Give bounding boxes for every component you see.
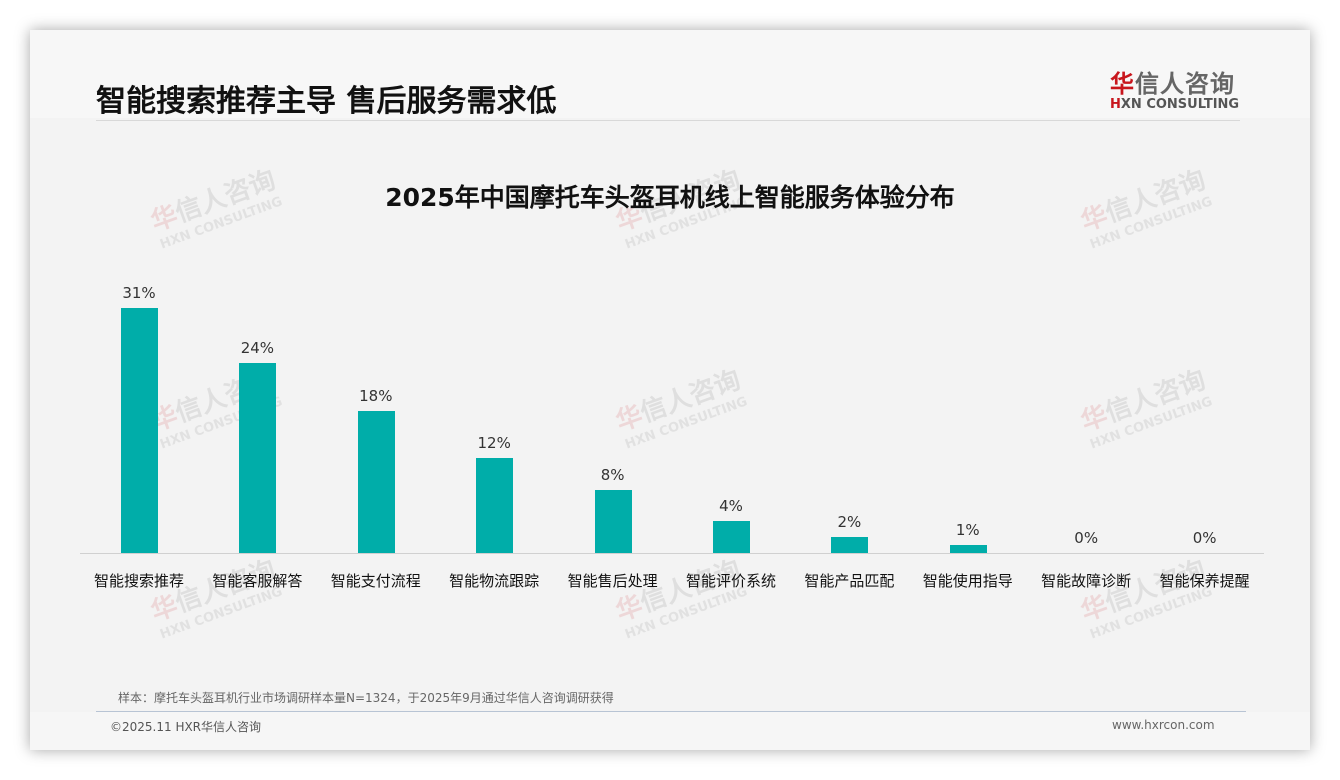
bar xyxy=(594,489,632,553)
bar-group: 12% 智能物流跟踪 xyxy=(435,270,553,600)
category-label: 智能物流跟踪 xyxy=(449,572,540,590)
bar xyxy=(357,410,395,553)
bar-group: 24% 智能客服解答 xyxy=(198,270,316,600)
bar-group: 1% 智能使用指导 xyxy=(909,270,1027,600)
bar-group: 31% 智能搜索推荐 xyxy=(80,270,198,600)
bar-value-label: 18% xyxy=(359,386,393,405)
bar-value-label: 4% xyxy=(719,497,743,516)
bar-value-label: 12% xyxy=(477,434,511,453)
bar-group: 2% 智能产品匹配 xyxy=(790,270,908,600)
bar-group: 0% 智能故障诊断 xyxy=(1027,270,1145,600)
slide: 智能搜索推荐主导 售后服务需求低 华信人咨询 HXN CONSULTING 华信… xyxy=(30,30,1310,750)
bar-value-label: 24% xyxy=(240,339,275,358)
category-label: 智能搜索推荐 xyxy=(93,572,184,590)
bar xyxy=(239,363,277,553)
category-label: 智能保养提醒 xyxy=(1159,572,1250,590)
website-link[interactable]: www.hxrcon.com xyxy=(1112,718,1215,732)
bar-value-label: 2% xyxy=(837,513,862,532)
bar-value-label: 0% xyxy=(1192,529,1217,547)
category-label: 智能使用指导 xyxy=(922,572,1013,590)
chart-title: 2025年中国摩托车头盔耳机线上智能服务体验分布 xyxy=(385,183,955,212)
bar-group: 4% 智能评价系统 xyxy=(672,270,790,600)
bar-group: 0% 智能保养提醒 xyxy=(1146,270,1264,600)
bar-value-label: 0% xyxy=(1074,529,1099,547)
brand-logo: 华信人咨询 HXN CONSULTING xyxy=(1110,64,1250,112)
category-label: 智能客服解答 xyxy=(212,572,303,590)
logo-en: HXN CONSULTING xyxy=(1110,97,1250,112)
logo-en-first: H xyxy=(1110,97,1121,112)
sample-footnote: 样本：摩托车头盔耳机行业市场调研样本量N=1324，于2025年9月通过华信人咨… xyxy=(118,691,614,705)
bar-group: 18% 智能支付流程 xyxy=(317,270,435,600)
bar xyxy=(831,537,869,553)
page-title: 智能搜索推荐主导 售后服务需求低 xyxy=(96,84,557,119)
bar xyxy=(713,521,750,553)
category-label: 智能故障诊断 xyxy=(1041,572,1132,590)
category-label: 智能售后处理 xyxy=(567,572,658,590)
footer-band xyxy=(30,712,1310,750)
logo-cn-rest: 信人咨询 xyxy=(1135,70,1235,98)
logo-cn: 华信人咨询 xyxy=(1110,64,1250,99)
bar-chart: 31% 智能搜索推荐 24% 智能客服解答 18% 智能支付流程 12% 智能物流跟踪 8% 智能… xyxy=(80,270,1264,600)
footer-divider xyxy=(96,711,1246,712)
category-label: 智能产品匹配 xyxy=(804,572,895,590)
category-label: 智能评价系统 xyxy=(685,572,776,590)
bar-value-label: 1% xyxy=(955,521,980,540)
x-axis-line xyxy=(80,553,1264,554)
logo-en-rest: XN CONSULTING xyxy=(1120,97,1240,112)
header-band xyxy=(30,30,1310,118)
bar xyxy=(121,308,158,553)
bar xyxy=(476,458,514,553)
header-divider xyxy=(96,120,1240,121)
logo-cn-first: 华 xyxy=(1110,70,1135,98)
copyright: ©2025.11 HXR华信人咨询 xyxy=(110,720,262,734)
category-label: 智能支付流程 xyxy=(330,572,421,590)
bar xyxy=(949,545,987,553)
bar-value-label: 31% xyxy=(122,284,156,302)
bar-group: 8% 智能售后处理 xyxy=(554,270,672,600)
bar-value-label: 8% xyxy=(600,465,625,484)
